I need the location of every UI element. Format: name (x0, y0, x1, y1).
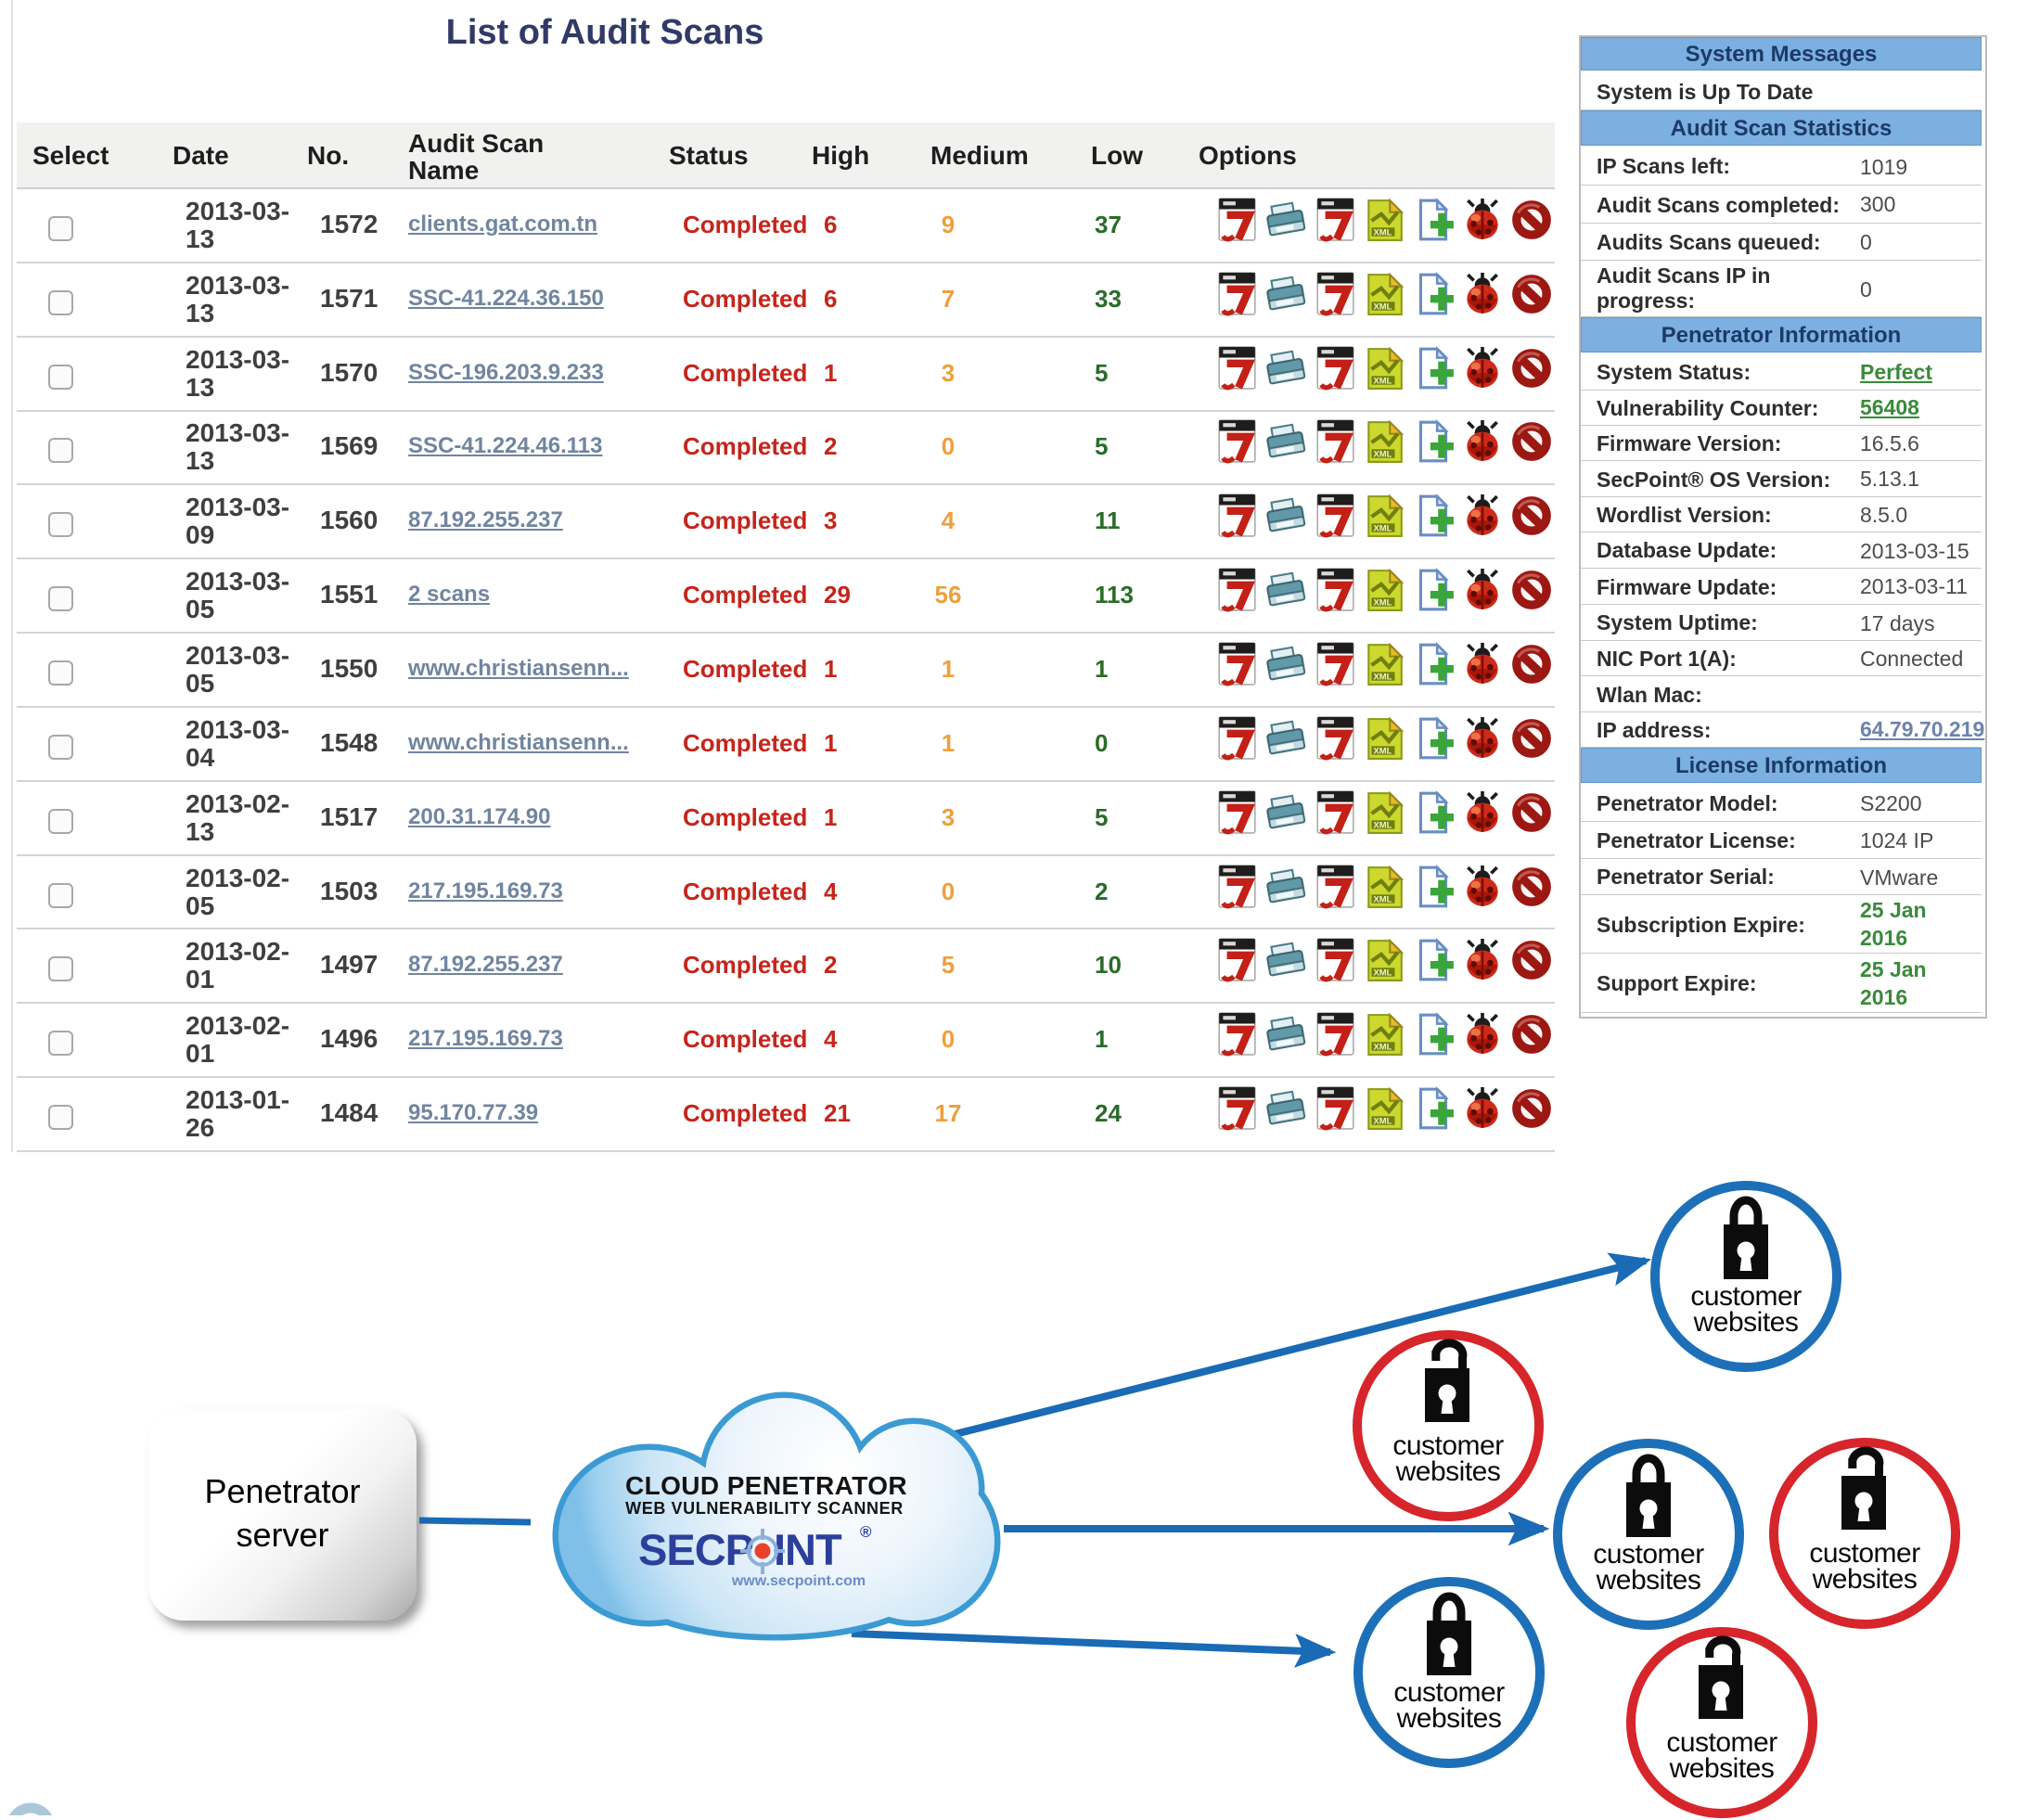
svg-text:INT: INT (774, 1525, 842, 1574)
svg-text:®: ® (860, 1523, 872, 1541)
svg-text:WEB VULNERABILITY SCANNER: WEB VULNERABILITY SCANNER (625, 1499, 904, 1518)
svg-text:CLOUD PENETRATOR: CLOUD PENETRATOR (625, 1471, 907, 1500)
svg-text:SECP: SECP (638, 1525, 753, 1574)
svg-text:www.secpoint.com: www.secpoint.com (731, 1573, 866, 1589)
